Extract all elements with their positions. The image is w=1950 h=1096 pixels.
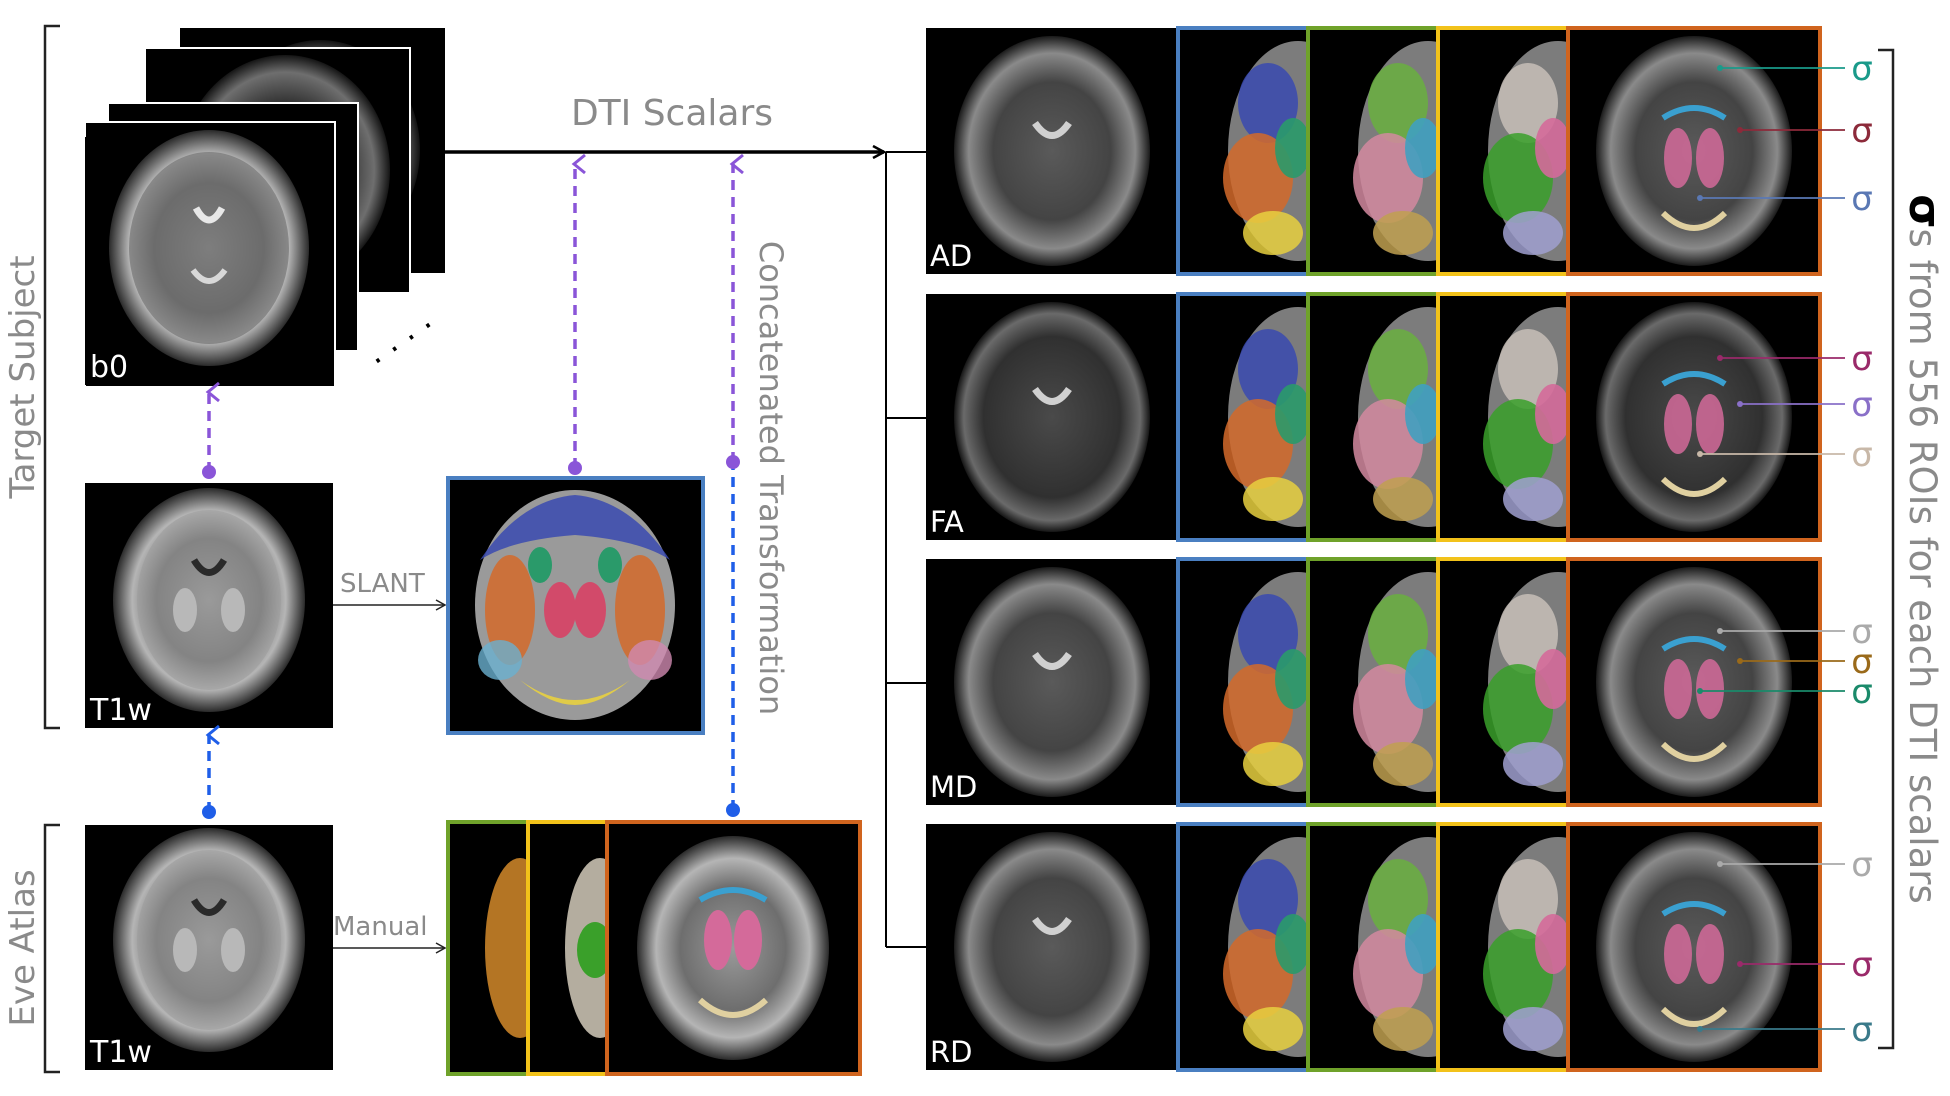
sigma-label: σ <box>1851 845 1873 885</box>
stack-ellipsis: · · · · <box>363 307 443 379</box>
sigma-label: σ <box>1851 179 1873 219</box>
t1w-to-b0-arrow <box>202 381 220 479</box>
target-subject-label: Target Subject <box>3 255 43 499</box>
sigma-label: σ <box>1851 642 1873 682</box>
concatenated-transformation-arrow <box>726 153 744 817</box>
sigma-label: σ <box>1851 435 1873 475</box>
scalar-label: MD <box>930 770 977 804</box>
scalar-label: AD <box>930 239 972 273</box>
scalar-label: RD <box>930 1035 972 1069</box>
eve-atlas-bracket <box>43 823 60 1074</box>
scalar-label: FA <box>930 505 964 539</box>
dti-scalars-arrow: DTI Scalars <box>445 93 884 152</box>
sigma-label: σ <box>1851 339 1873 379</box>
sigma-label: σ <box>1851 672 1873 712</box>
sigma-label: σ <box>1851 1010 1873 1050</box>
sigma-side-label: σs from 556 ROIs for each DTI scalars <box>1899 194 1950 903</box>
b0-label: b0 <box>90 350 128 385</box>
atlas-t1w-image: T1w <box>85 825 333 1070</box>
sigma-label: σ <box>1851 111 1873 151</box>
atlas-t1w-label: T1w <box>89 1035 152 1070</box>
sigma-side-symbol: σ <box>1899 194 1950 228</box>
manual-label: Manual <box>333 912 427 942</box>
target-subject-bracket <box>43 24 60 730</box>
target-t1w-label: T1w <box>89 693 152 728</box>
sigma-label: σ <box>1851 385 1873 425</box>
sigma-label: σ <box>1851 612 1873 652</box>
atlas-label-stack <box>446 820 862 1076</box>
slant-label: SLANT <box>340 569 425 599</box>
scalar-row-md: MD σσσ <box>926 557 1873 807</box>
b0-image: b0 <box>85 130 333 385</box>
sigma-bracket <box>1878 48 1895 1050</box>
concatenated-transformation-label: Concatenated Transformation <box>752 241 790 715</box>
sigma-side-text: s from 556 ROIs for each DTI scalars <box>1901 229 1944 904</box>
target-t1w-image: T1w <box>85 483 333 728</box>
atlas-to-t1w-arrow <box>202 724 220 819</box>
manual-arrow: Manual <box>333 912 447 954</box>
eve-atlas-label: Eve Atlas <box>3 869 43 1026</box>
branch-connector <box>885 151 926 948</box>
dti-scalars-label: DTI Scalars <box>571 93 773 134</box>
sigma-label: σ <box>1851 945 1873 985</box>
slant-arrow: SLANT <box>333 569 447 611</box>
slant-segmentation-image <box>446 476 705 735</box>
sigma-label: σ <box>1851 49 1873 89</box>
slant-to-dti-arrow <box>568 153 586 475</box>
